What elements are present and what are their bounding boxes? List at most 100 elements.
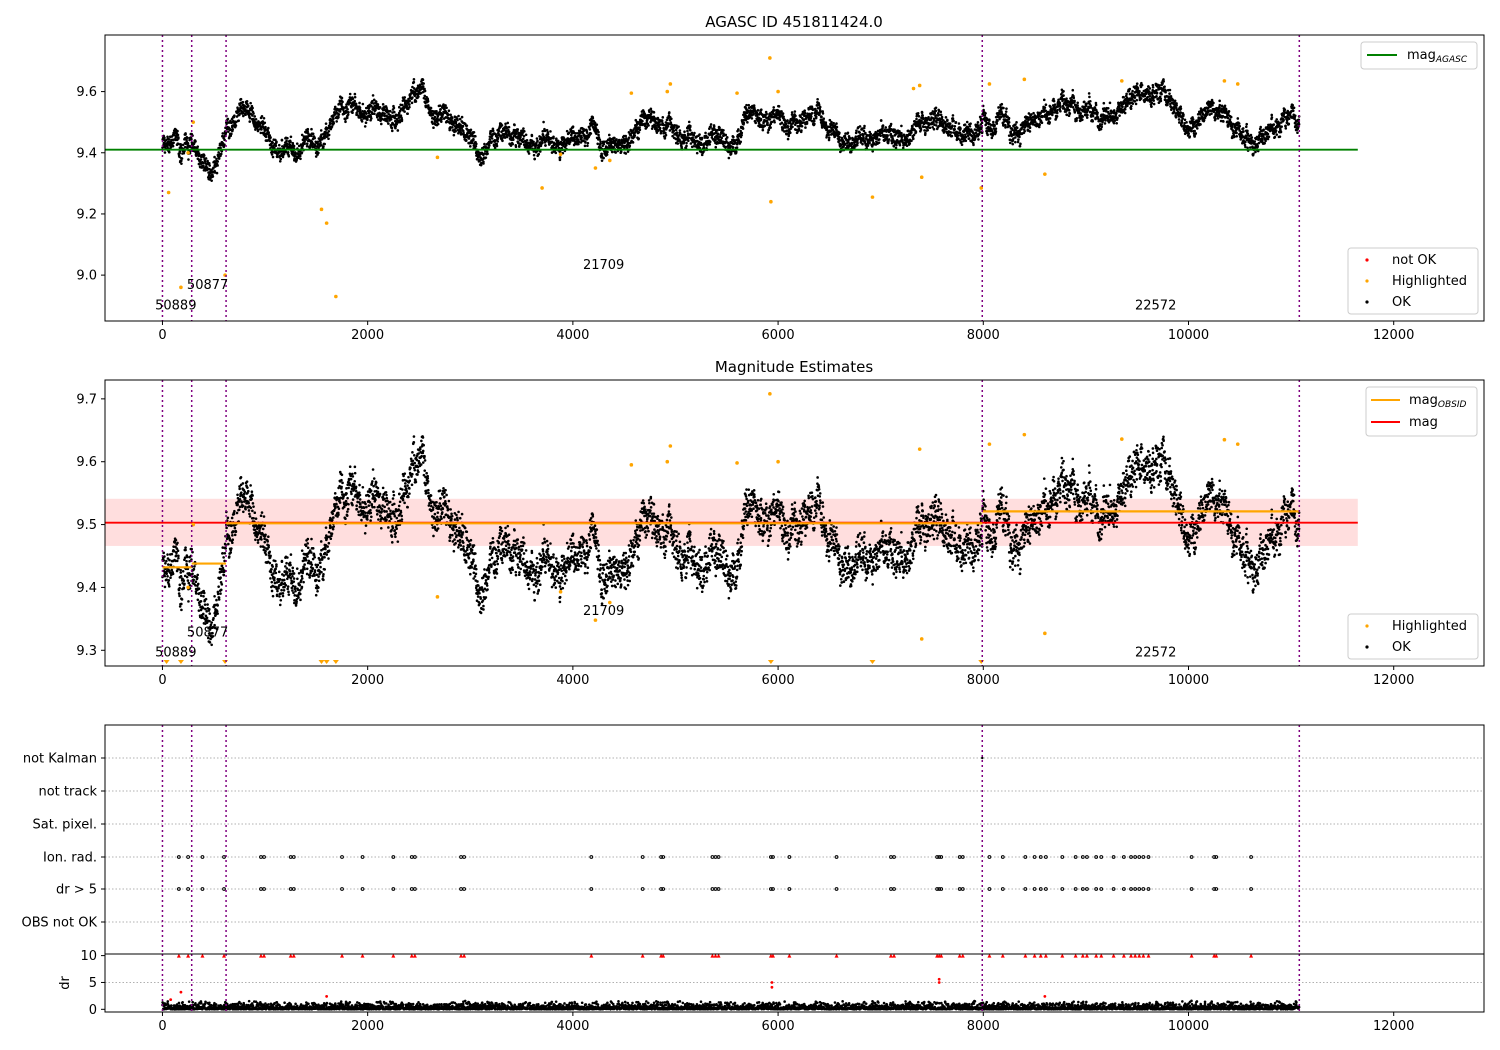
ok-point <box>374 108 377 112</box>
ok-point <box>286 136 289 140</box>
ok-point <box>274 144 278 147</box>
ok-point <box>786 119 789 122</box>
ok-point <box>766 122 769 126</box>
ok-point <box>408 99 412 103</box>
ok-point <box>353 92 357 96</box>
ok-point <box>613 136 616 140</box>
ok-point <box>820 115 823 119</box>
ok-point <box>638 128 642 132</box>
ok-point <box>1048 121 1052 124</box>
ok-point <box>1128 87 1132 91</box>
ok-point <box>994 130 998 133</box>
ok-point <box>371 99 374 103</box>
ok-point <box>524 133 528 137</box>
ok-point <box>580 136 583 139</box>
ok-point <box>263 121 267 125</box>
ok-point <box>963 123 967 126</box>
ok-point <box>447 109 451 113</box>
ok-point <box>536 139 539 143</box>
ok-point <box>948 122 952 125</box>
ok-point <box>638 126 641 129</box>
ok-point <box>631 141 635 144</box>
ok-point <box>337 115 340 118</box>
ok-point <box>1027 118 1031 122</box>
ok-point <box>805 122 809 125</box>
ok-point <box>217 157 221 160</box>
ok-point <box>652 111 656 114</box>
ok-point <box>1150 101 1154 105</box>
ok-point <box>335 120 338 123</box>
ok-point <box>379 122 383 126</box>
ok-point <box>333 112 337 116</box>
ok-point <box>1062 89 1065 93</box>
ok-point <box>387 122 390 125</box>
ok-point <box>353 99 357 103</box>
ok-point <box>921 114 924 117</box>
ok-point <box>990 136 994 140</box>
ok-point <box>238 103 241 107</box>
ok-point <box>201 161 205 165</box>
ok-point <box>920 111 924 115</box>
ok-point <box>1062 94 1065 97</box>
ok-point <box>953 124 957 128</box>
ok-point <box>1148 87 1152 90</box>
ok-point <box>1016 140 1020 144</box>
ok-point <box>292 144 296 148</box>
ok-point <box>396 129 400 132</box>
ok-point <box>1155 88 1158 92</box>
ok-point <box>708 143 712 146</box>
ok-point <box>1131 102 1135 105</box>
ok-point <box>886 141 890 145</box>
ok-point <box>1073 99 1076 103</box>
ok-point <box>995 122 999 125</box>
ok-point <box>986 133 989 137</box>
ok-point <box>978 130 982 134</box>
ok-point <box>637 130 641 134</box>
ok-point <box>223 138 226 142</box>
ok-point <box>440 118 443 121</box>
ok-point <box>1059 105 1062 109</box>
ok-point <box>166 146 169 149</box>
ok-point <box>439 108 442 111</box>
ok-point <box>869 132 873 136</box>
ok-point <box>1094 101 1098 105</box>
ok-point <box>483 142 486 146</box>
ok-point <box>345 105 348 109</box>
ok-point <box>725 136 729 139</box>
ok-point <box>446 113 450 117</box>
ok-point <box>392 106 396 110</box>
ok-point <box>294 153 297 156</box>
ok-point <box>965 120 969 124</box>
ok-point <box>676 142 680 145</box>
ok-point <box>504 122 507 126</box>
ok-point <box>361 102 365 106</box>
ok-point <box>341 100 344 104</box>
ok-point <box>436 122 440 126</box>
ok-point <box>517 141 520 145</box>
ok-point <box>952 119 955 123</box>
ok-point <box>554 151 558 155</box>
ok-point <box>968 124 972 128</box>
ok-point <box>1091 119 1095 123</box>
ok-point <box>456 118 459 122</box>
ok-point <box>322 145 325 148</box>
ok-point <box>360 120 364 123</box>
ok-point <box>664 131 667 135</box>
ok-point <box>759 108 763 112</box>
ok-point <box>583 140 587 143</box>
ok-point <box>254 118 258 121</box>
ok-point <box>722 128 725 132</box>
ok-point <box>319 141 322 145</box>
ok-point <box>275 140 278 143</box>
ok-point <box>350 105 353 109</box>
ok-point <box>915 117 918 121</box>
ok-point <box>797 127 801 131</box>
ok-point <box>741 127 745 130</box>
ok-point <box>327 129 331 133</box>
ok-point <box>533 157 536 161</box>
ok-point <box>672 129 676 132</box>
ok-point <box>496 137 500 141</box>
ok-point <box>1002 106 1005 110</box>
ok-point <box>849 150 853 154</box>
